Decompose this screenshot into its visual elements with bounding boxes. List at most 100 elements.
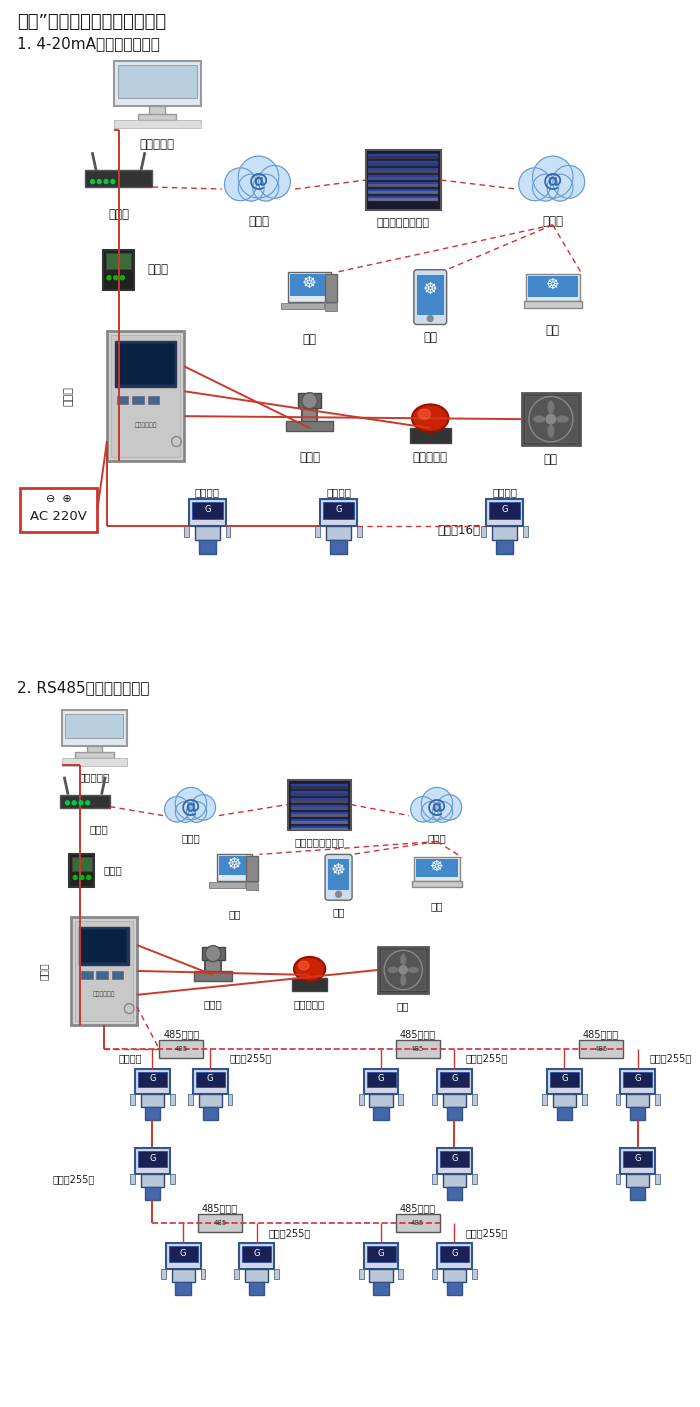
Text: ☸: ☸ bbox=[227, 855, 242, 872]
Bar bbox=[630, 1107, 645, 1120]
Bar bbox=[626, 1173, 650, 1188]
Bar bbox=[112, 971, 123, 979]
Bar bbox=[290, 784, 348, 789]
Bar bbox=[184, 526, 189, 537]
Text: G: G bbox=[378, 1075, 384, 1083]
Bar bbox=[550, 1072, 579, 1088]
Bar bbox=[195, 526, 220, 540]
Text: 485: 485 bbox=[175, 1045, 188, 1051]
Bar bbox=[219, 857, 250, 875]
Circle shape bbox=[104, 180, 108, 183]
Bar bbox=[437, 1242, 472, 1269]
Text: 互联网: 互联网 bbox=[428, 833, 447, 843]
Text: 可连接16个: 可连接16个 bbox=[437, 523, 480, 536]
Bar bbox=[443, 1173, 466, 1188]
Bar bbox=[472, 1095, 477, 1104]
Bar bbox=[107, 332, 184, 461]
Bar bbox=[193, 1068, 228, 1095]
Bar bbox=[138, 1151, 167, 1168]
Text: 风机: 风机 bbox=[397, 1000, 410, 1010]
Text: 电脑: 电脑 bbox=[228, 909, 241, 919]
Circle shape bbox=[225, 167, 256, 201]
Bar bbox=[395, 1214, 440, 1233]
Text: 485中继器: 485中继器 bbox=[202, 1203, 238, 1213]
Ellipse shape bbox=[412, 404, 449, 432]
Bar bbox=[113, 121, 201, 128]
Bar bbox=[176, 1282, 191, 1294]
Bar bbox=[364, 1242, 398, 1269]
Circle shape bbox=[519, 167, 551, 201]
Text: ⊖  ⊕: ⊖ ⊕ bbox=[46, 494, 71, 504]
Bar bbox=[416, 274, 444, 315]
Bar bbox=[169, 1245, 197, 1262]
Circle shape bbox=[164, 796, 189, 822]
Bar bbox=[62, 758, 127, 765]
Bar bbox=[370, 1095, 393, 1107]
Bar bbox=[288, 779, 351, 830]
Text: 路由器: 路由器 bbox=[108, 208, 129, 221]
Bar bbox=[115, 342, 176, 387]
Text: G: G bbox=[204, 505, 211, 515]
Bar bbox=[316, 526, 320, 537]
Bar bbox=[365, 151, 441, 210]
Bar bbox=[106, 253, 131, 269]
Text: 可连接255台: 可连接255台 bbox=[230, 1054, 272, 1064]
Text: ☸: ☸ bbox=[331, 861, 346, 879]
Bar bbox=[525, 397, 577, 442]
Bar bbox=[130, 1095, 135, 1104]
Bar bbox=[188, 1095, 193, 1104]
Bar bbox=[135, 1148, 169, 1173]
Bar bbox=[368, 155, 438, 159]
Bar bbox=[148, 397, 159, 404]
Text: AC 220V: AC 220V bbox=[30, 509, 88, 523]
Bar bbox=[290, 784, 348, 785]
Bar bbox=[169, 1173, 174, 1185]
Text: @: @ bbox=[427, 798, 447, 817]
Text: 手机: 手机 bbox=[424, 332, 438, 345]
Bar bbox=[248, 1282, 265, 1294]
Bar bbox=[472, 1173, 477, 1185]
Text: 安帕尔网络服务器: 安帕尔网络服务器 bbox=[294, 837, 344, 847]
Bar bbox=[368, 167, 438, 173]
Circle shape bbox=[191, 795, 216, 820]
Text: 安帕尔网络服务器: 安帕尔网络服务器 bbox=[377, 218, 430, 228]
Bar bbox=[201, 1269, 205, 1279]
Bar bbox=[138, 1072, 167, 1088]
Text: 电磁阀: 电磁阀 bbox=[299, 452, 320, 464]
Bar bbox=[368, 196, 438, 198]
Circle shape bbox=[175, 788, 206, 820]
Text: 转换器: 转换器 bbox=[103, 865, 122, 875]
Bar bbox=[326, 526, 351, 540]
Bar bbox=[447, 1188, 462, 1200]
Bar bbox=[410, 428, 451, 443]
Text: 通讯线: 通讯线 bbox=[64, 387, 74, 407]
Bar bbox=[620, 1148, 655, 1173]
Bar bbox=[357, 526, 362, 537]
Bar bbox=[486, 499, 523, 526]
Bar bbox=[482, 526, 486, 537]
Bar bbox=[368, 182, 438, 184]
Bar bbox=[202, 947, 225, 960]
Bar bbox=[145, 1107, 160, 1120]
Bar bbox=[368, 162, 438, 163]
Circle shape bbox=[258, 166, 290, 198]
Bar bbox=[547, 1068, 582, 1095]
Bar bbox=[447, 1107, 462, 1120]
Bar bbox=[367, 1245, 395, 1262]
Bar bbox=[141, 1095, 164, 1107]
Bar bbox=[381, 950, 426, 991]
Bar bbox=[440, 1072, 469, 1088]
Bar bbox=[69, 854, 94, 888]
Bar bbox=[373, 1282, 389, 1294]
Circle shape bbox=[86, 801, 90, 805]
Bar bbox=[526, 274, 580, 301]
Text: 通讯线: 通讯线 bbox=[38, 962, 48, 979]
Bar bbox=[330, 540, 347, 553]
Bar bbox=[202, 1107, 218, 1120]
Bar bbox=[199, 1095, 222, 1107]
Text: 信号输出: 信号输出 bbox=[492, 487, 517, 497]
Bar bbox=[290, 798, 348, 799]
Bar bbox=[66, 713, 123, 737]
Bar bbox=[522, 393, 580, 445]
Text: 485中继器: 485中继器 bbox=[400, 1029, 436, 1038]
